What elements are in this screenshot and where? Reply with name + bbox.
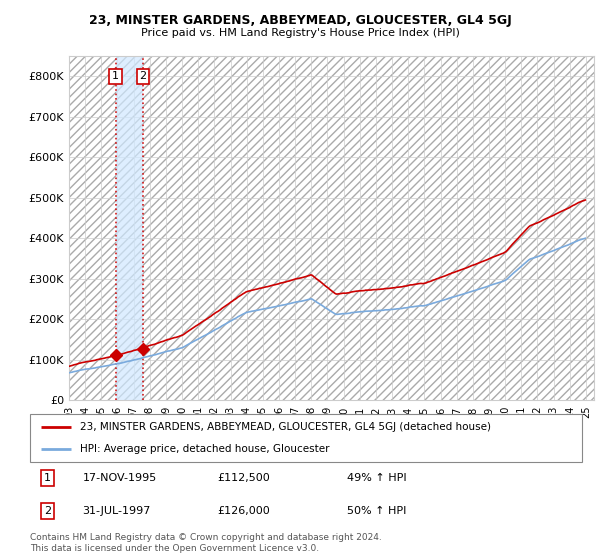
Text: £126,000: £126,000 — [218, 506, 271, 516]
Bar — [116, 56, 143, 400]
Text: £112,500: £112,500 — [218, 473, 271, 483]
Text: 2: 2 — [139, 72, 146, 82]
Text: Price paid vs. HM Land Registry's House Price Index (HPI): Price paid vs. HM Land Registry's House … — [140, 28, 460, 38]
Text: 1: 1 — [44, 473, 51, 483]
Text: 23, MINSTER GARDENS, ABBEYMEAD, GLOUCESTER, GL4 5GJ (detached house): 23, MINSTER GARDENS, ABBEYMEAD, GLOUCEST… — [80, 422, 491, 432]
Text: 17-NOV-1995: 17-NOV-1995 — [82, 473, 157, 483]
Text: 49% ↑ HPI: 49% ↑ HPI — [347, 473, 407, 483]
Text: 23, MINSTER GARDENS, ABBEYMEAD, GLOUCESTER, GL4 5GJ: 23, MINSTER GARDENS, ABBEYMEAD, GLOUCEST… — [89, 14, 511, 27]
Text: 2: 2 — [44, 506, 51, 516]
Text: Contains HM Land Registry data © Crown copyright and database right 2024.
This d: Contains HM Land Registry data © Crown c… — [30, 533, 382, 553]
Text: 1: 1 — [112, 72, 119, 82]
Text: 50% ↑ HPI: 50% ↑ HPI — [347, 506, 407, 516]
Text: HPI: Average price, detached house, Gloucester: HPI: Average price, detached house, Glou… — [80, 444, 329, 454]
Text: 31-JUL-1997: 31-JUL-1997 — [82, 506, 151, 516]
